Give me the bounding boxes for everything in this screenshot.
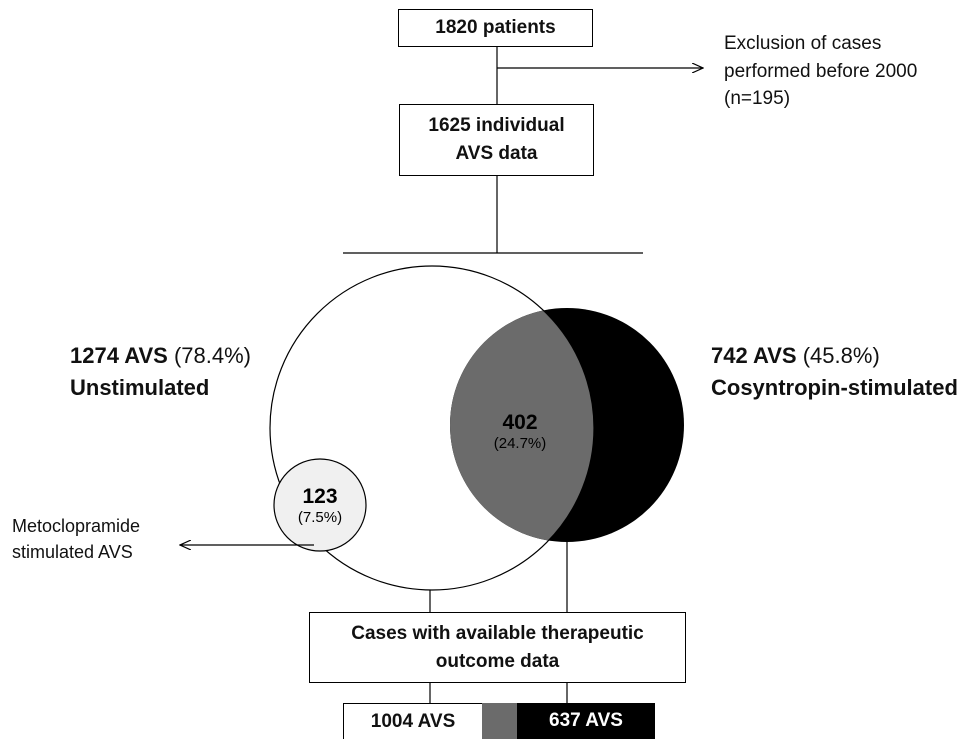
metoclopramide-value: 123 (7.5%): [280, 484, 360, 527]
unstimulated-count: 1274 AVS: [70, 343, 168, 368]
individual-avs-line-1: 1625 individual: [428, 115, 565, 137]
unstimulated-circle: [269, 265, 595, 591]
bottom-unstimulated-segment: 1004 AVS: [343, 703, 482, 739]
individual-avs-line-2: AVS data: [455, 143, 538, 164]
outcome-line-2: outcome data: [435, 650, 560, 672]
metoclopramide-percent: (7.5%): [297, 509, 343, 527]
metoclopramide-line-2: stimulated AVS: [12, 542, 133, 563]
exclusion-line-1: Exclusion of cases: [724, 33, 882, 54]
overlap-label: 402 (24.7%): [470, 410, 570, 453]
overlap-region: [450, 308, 594, 542]
metoclopramide-circle: [273, 458, 367, 552]
exclusion-line-3: (n=195): [724, 88, 791, 110]
overlap-count: 402: [502, 411, 538, 434]
unstimulated-label: 1274 AVS (78.4%) Unstimulated: [70, 340, 251, 404]
overlap-percent: (24.7%): [493, 435, 547, 453]
bottom-overlap-segment: [482, 703, 517, 739]
metoclopramide-line-1: Metoclopramide: [12, 516, 141, 536]
cosyntropin-count: 742 AVS: [711, 343, 797, 368]
exclusion-note: Exclusion of cases performed before 2000…: [724, 30, 974, 113]
outcome-line-1: Cases with available therapeutic: [351, 622, 644, 644]
bottom-left-count: 1004 AVS: [370, 710, 456, 732]
bottom-right-count: 637 AVS: [549, 710, 623, 731]
outcome-data-box: Cases with available therapeutic outcome…: [309, 612, 686, 683]
unstimulated-percent: (78.4%): [173, 343, 252, 368]
metoclopramide-count: 123: [302, 485, 338, 508]
bottom-cosyntropin-segment: 637 AVS: [517, 703, 655, 739]
metoclopramide-label: Metoclopramide stimulated AVS: [12, 513, 140, 565]
cosyntropin-label: 742 AVS (45.8%) Cosyntropin-stimulated: [711, 340, 958, 404]
cosyntropin-percent: (45.8%): [802, 343, 880, 368]
cosyntropin-name: Cosyntropin-stimulated: [711, 374, 958, 400]
total-patients-text: 1820 patients: [435, 17, 556, 39]
individual-avs-box: 1625 individual AVS data: [399, 104, 594, 176]
unstimulated-name: Unstimulated: [70, 374, 210, 400]
exclusion-line-2: performed before 2000: [724, 60, 918, 82]
total-patients-box: 1820 patients: [398, 9, 593, 47]
